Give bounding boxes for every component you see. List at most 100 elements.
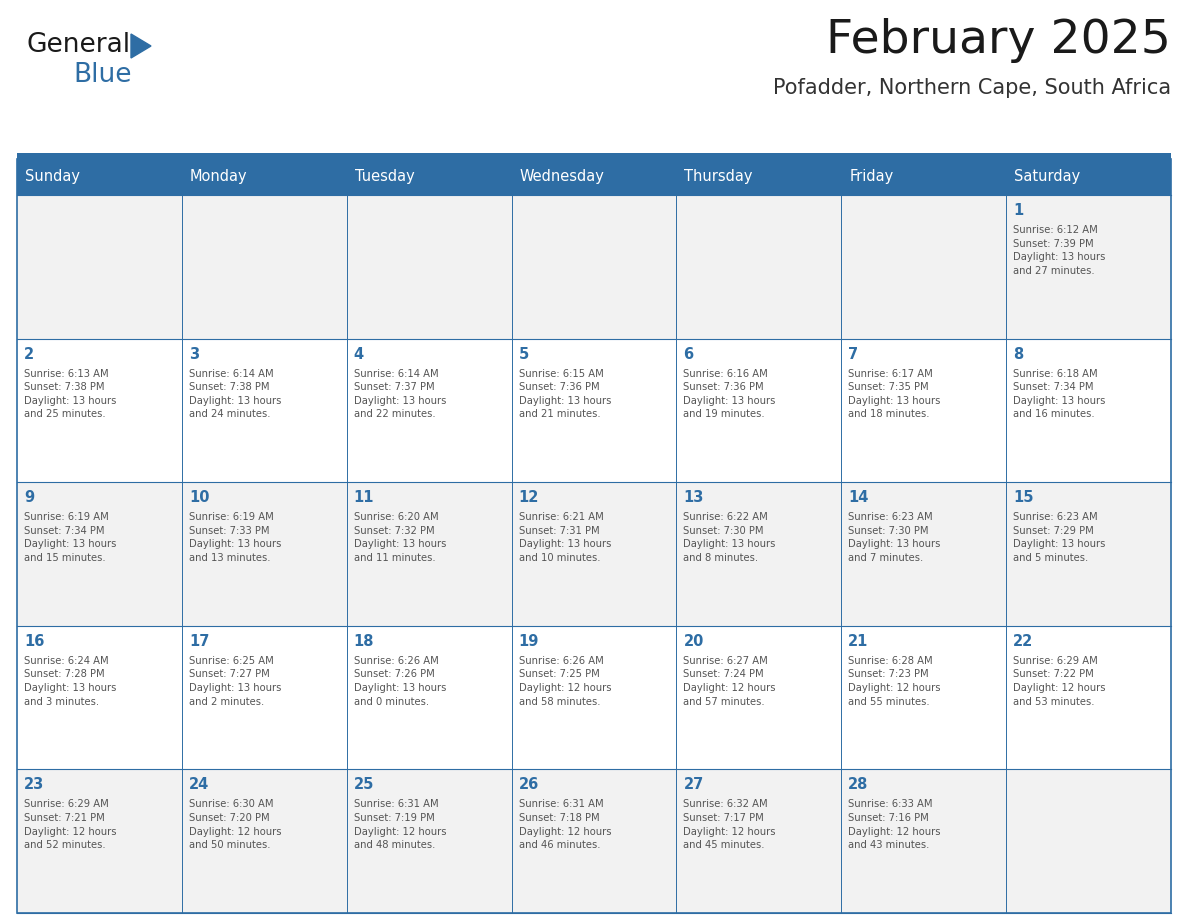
Text: Pofadder, Northern Cape, South Africa: Pofadder, Northern Cape, South Africa bbox=[773, 78, 1171, 98]
Text: Sunrise: 6:17 AM
Sunset: 7:35 PM
Daylight: 13 hours
and 18 minutes.: Sunrise: 6:17 AM Sunset: 7:35 PM Dayligh… bbox=[848, 369, 941, 420]
Bar bbox=[512, 769, 676, 913]
Text: Sunrise: 6:16 AM
Sunset: 7:36 PM
Daylight: 13 hours
and 19 minutes.: Sunrise: 6:16 AM Sunset: 7:36 PM Dayligh… bbox=[683, 369, 776, 420]
Bar bbox=[676, 339, 841, 482]
Text: Blue: Blue bbox=[72, 62, 132, 88]
Text: Sunrise: 6:22 AM
Sunset: 7:30 PM
Daylight: 13 hours
and 8 minutes.: Sunrise: 6:22 AM Sunset: 7:30 PM Dayligh… bbox=[683, 512, 776, 563]
Text: Sunrise: 6:13 AM
Sunset: 7:38 PM
Daylight: 13 hours
and 25 minutes.: Sunrise: 6:13 AM Sunset: 7:38 PM Dayligh… bbox=[24, 369, 116, 420]
Text: Sunrise: 6:18 AM
Sunset: 7:34 PM
Daylight: 13 hours
and 16 minutes.: Sunrise: 6:18 AM Sunset: 7:34 PM Dayligh… bbox=[1013, 369, 1106, 420]
Text: Monday: Monday bbox=[190, 170, 247, 185]
Bar bbox=[1006, 482, 1171, 626]
Bar bbox=[182, 195, 347, 339]
Text: Sunday: Sunday bbox=[25, 170, 80, 185]
Text: 19: 19 bbox=[519, 633, 539, 649]
Bar bbox=[182, 769, 347, 913]
Text: Sunrise: 6:29 AM
Sunset: 7:21 PM
Daylight: 12 hours
and 52 minutes.: Sunrise: 6:29 AM Sunset: 7:21 PM Dayligh… bbox=[24, 800, 116, 850]
Text: Sunrise: 6:30 AM
Sunset: 7:20 PM
Daylight: 12 hours
and 50 minutes.: Sunrise: 6:30 AM Sunset: 7:20 PM Dayligh… bbox=[189, 800, 282, 850]
Bar bbox=[182, 482, 347, 626]
Bar bbox=[17, 153, 1171, 159]
Bar bbox=[347, 195, 512, 339]
Text: 13: 13 bbox=[683, 490, 703, 505]
Text: February 2025: February 2025 bbox=[826, 18, 1171, 63]
Text: Sunrise: 6:23 AM
Sunset: 7:30 PM
Daylight: 13 hours
and 7 minutes.: Sunrise: 6:23 AM Sunset: 7:30 PM Dayligh… bbox=[848, 512, 941, 563]
Bar bbox=[841, 159, 1006, 195]
Bar bbox=[512, 482, 676, 626]
Bar bbox=[841, 626, 1006, 769]
Text: 1: 1 bbox=[1013, 203, 1023, 218]
Text: 27: 27 bbox=[683, 778, 703, 792]
Text: Sunrise: 6:26 AM
Sunset: 7:25 PM
Daylight: 12 hours
and 58 minutes.: Sunrise: 6:26 AM Sunset: 7:25 PM Dayligh… bbox=[519, 655, 611, 707]
Text: Friday: Friday bbox=[849, 170, 893, 185]
Text: 12: 12 bbox=[519, 490, 539, 505]
Text: 28: 28 bbox=[848, 778, 868, 792]
Bar bbox=[347, 769, 512, 913]
Text: 16: 16 bbox=[24, 633, 44, 649]
Bar bbox=[1006, 769, 1171, 913]
Bar bbox=[17, 482, 182, 626]
Text: 20: 20 bbox=[683, 633, 703, 649]
Text: Sunrise: 6:15 AM
Sunset: 7:36 PM
Daylight: 13 hours
and 21 minutes.: Sunrise: 6:15 AM Sunset: 7:36 PM Dayligh… bbox=[519, 369, 611, 420]
Bar bbox=[1006, 195, 1171, 339]
Text: 10: 10 bbox=[189, 490, 209, 505]
Text: Sunrise: 6:31 AM
Sunset: 7:18 PM
Daylight: 12 hours
and 46 minutes.: Sunrise: 6:31 AM Sunset: 7:18 PM Dayligh… bbox=[519, 800, 611, 850]
Text: 17: 17 bbox=[189, 633, 209, 649]
Text: 15: 15 bbox=[1013, 490, 1034, 505]
Bar bbox=[676, 769, 841, 913]
Text: Sunrise: 6:14 AM
Sunset: 7:37 PM
Daylight: 13 hours
and 22 minutes.: Sunrise: 6:14 AM Sunset: 7:37 PM Dayligh… bbox=[354, 369, 446, 420]
Text: 11: 11 bbox=[354, 490, 374, 505]
Text: Saturday: Saturday bbox=[1015, 170, 1080, 185]
Text: Sunrise: 6:19 AM
Sunset: 7:34 PM
Daylight: 13 hours
and 15 minutes.: Sunrise: 6:19 AM Sunset: 7:34 PM Dayligh… bbox=[24, 512, 116, 563]
Bar bbox=[347, 626, 512, 769]
Text: General: General bbox=[27, 32, 131, 58]
Text: 18: 18 bbox=[354, 633, 374, 649]
Text: Sunrise: 6:24 AM
Sunset: 7:28 PM
Daylight: 13 hours
and 3 minutes.: Sunrise: 6:24 AM Sunset: 7:28 PM Dayligh… bbox=[24, 655, 116, 707]
Bar bbox=[182, 339, 347, 482]
Text: Sunrise: 6:29 AM
Sunset: 7:22 PM
Daylight: 12 hours
and 53 minutes.: Sunrise: 6:29 AM Sunset: 7:22 PM Dayligh… bbox=[1013, 655, 1106, 707]
Bar bbox=[512, 339, 676, 482]
Text: 24: 24 bbox=[189, 778, 209, 792]
Bar bbox=[841, 769, 1006, 913]
Text: 2: 2 bbox=[24, 347, 34, 362]
Bar bbox=[512, 159, 676, 195]
Bar bbox=[1006, 339, 1171, 482]
Bar bbox=[841, 339, 1006, 482]
Text: Sunrise: 6:23 AM
Sunset: 7:29 PM
Daylight: 13 hours
and 5 minutes.: Sunrise: 6:23 AM Sunset: 7:29 PM Dayligh… bbox=[1013, 512, 1106, 563]
Text: 23: 23 bbox=[24, 778, 44, 792]
Text: Wednesday: Wednesday bbox=[519, 170, 605, 185]
Text: Sunrise: 6:12 AM
Sunset: 7:39 PM
Daylight: 13 hours
and 27 minutes.: Sunrise: 6:12 AM Sunset: 7:39 PM Dayligh… bbox=[1013, 225, 1106, 275]
Bar bbox=[17, 339, 182, 482]
Bar bbox=[17, 159, 182, 195]
Text: 9: 9 bbox=[24, 490, 34, 505]
Bar bbox=[17, 626, 182, 769]
Bar bbox=[841, 195, 1006, 339]
Bar bbox=[17, 769, 182, 913]
Text: 8: 8 bbox=[1013, 347, 1023, 362]
Text: Tuesday: Tuesday bbox=[355, 170, 415, 185]
Bar bbox=[512, 626, 676, 769]
Bar bbox=[347, 339, 512, 482]
Text: Sunrise: 6:27 AM
Sunset: 7:24 PM
Daylight: 12 hours
and 57 minutes.: Sunrise: 6:27 AM Sunset: 7:24 PM Dayligh… bbox=[683, 655, 776, 707]
Text: Sunrise: 6:33 AM
Sunset: 7:16 PM
Daylight: 12 hours
and 43 minutes.: Sunrise: 6:33 AM Sunset: 7:16 PM Dayligh… bbox=[848, 800, 941, 850]
Text: 21: 21 bbox=[848, 633, 868, 649]
Text: 22: 22 bbox=[1013, 633, 1034, 649]
Polygon shape bbox=[131, 34, 151, 58]
Bar bbox=[512, 195, 676, 339]
Bar bbox=[17, 195, 182, 339]
Text: 25: 25 bbox=[354, 778, 374, 792]
Text: 5: 5 bbox=[519, 347, 529, 362]
Bar bbox=[17, 159, 1171, 913]
Bar bbox=[676, 159, 841, 195]
Text: Sunrise: 6:26 AM
Sunset: 7:26 PM
Daylight: 13 hours
and 0 minutes.: Sunrise: 6:26 AM Sunset: 7:26 PM Dayligh… bbox=[354, 655, 446, 707]
Text: Thursday: Thursday bbox=[684, 170, 753, 185]
Text: Sunrise: 6:32 AM
Sunset: 7:17 PM
Daylight: 12 hours
and 45 minutes.: Sunrise: 6:32 AM Sunset: 7:17 PM Dayligh… bbox=[683, 800, 776, 850]
Text: Sunrise: 6:28 AM
Sunset: 7:23 PM
Daylight: 12 hours
and 55 minutes.: Sunrise: 6:28 AM Sunset: 7:23 PM Dayligh… bbox=[848, 655, 941, 707]
Text: 4: 4 bbox=[354, 347, 364, 362]
Bar bbox=[676, 482, 841, 626]
Bar bbox=[676, 195, 841, 339]
Text: Sunrise: 6:14 AM
Sunset: 7:38 PM
Daylight: 13 hours
and 24 minutes.: Sunrise: 6:14 AM Sunset: 7:38 PM Dayligh… bbox=[189, 369, 282, 420]
Text: 14: 14 bbox=[848, 490, 868, 505]
Bar bbox=[347, 482, 512, 626]
Bar bbox=[347, 159, 512, 195]
Bar bbox=[1006, 159, 1171, 195]
Text: 26: 26 bbox=[519, 778, 539, 792]
Text: 7: 7 bbox=[848, 347, 859, 362]
